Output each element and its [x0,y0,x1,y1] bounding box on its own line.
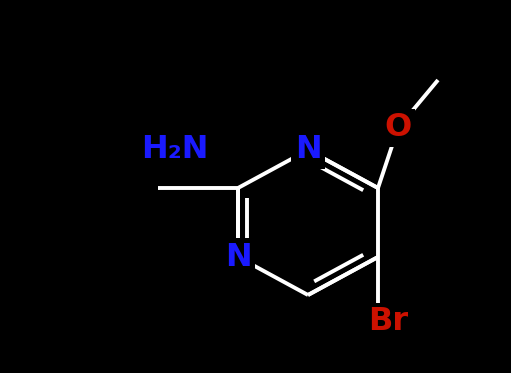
Text: N: N [295,135,321,166]
Text: N: N [225,241,251,273]
Text: H₂N: H₂N [141,135,209,166]
Text: Br: Br [368,307,408,338]
Text: O: O [384,113,412,144]
